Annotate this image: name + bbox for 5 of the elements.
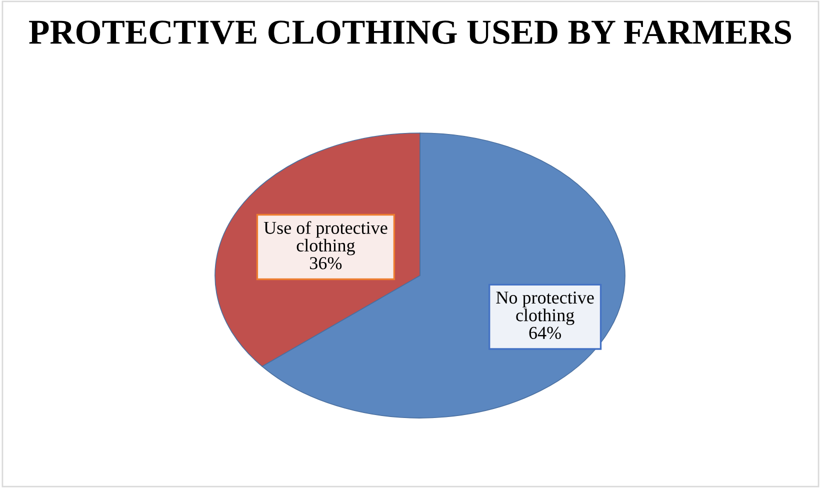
data-label: 36% (310, 257, 342, 270)
data-label: 64% (529, 326, 561, 340)
slice-label: Use of protective clothing (264, 221, 388, 256)
slice-label: No protective clothing (496, 292, 594, 326)
chart-title: PROTECTIVE CLOTHING USED BY FARMERS (29, 20, 792, 44)
